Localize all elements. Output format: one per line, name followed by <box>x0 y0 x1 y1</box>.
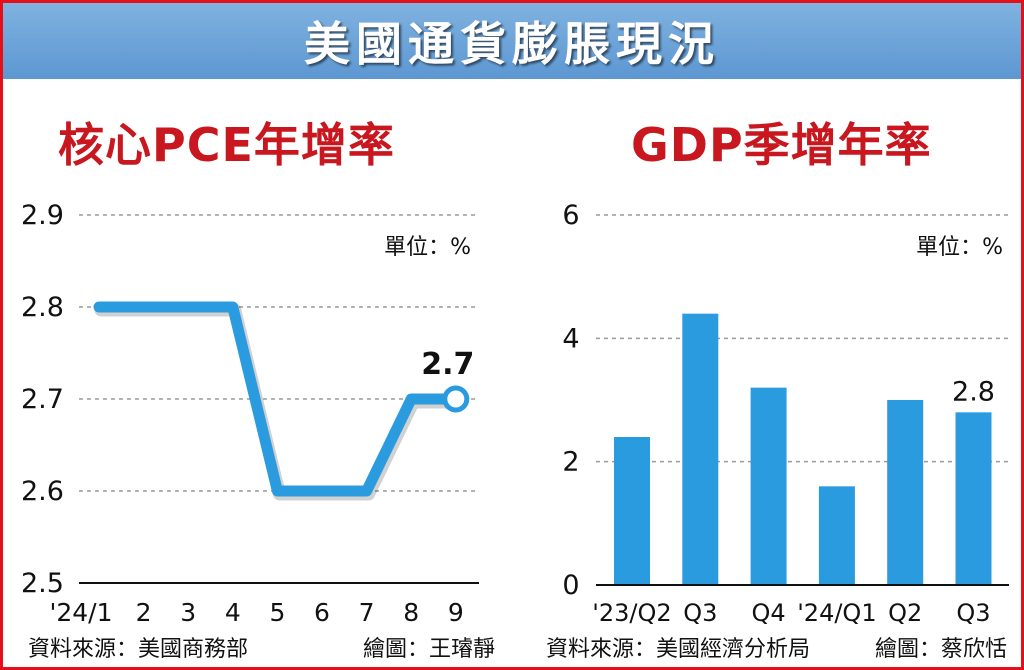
pce-ytick-label: 2.7 <box>21 384 64 415</box>
pce-xtick-label: 5 <box>269 598 285 627</box>
pce-xtick-label: 4 <box>225 598 241 627</box>
pce-unit-label: 單位：% <box>384 235 471 260</box>
gdp-bar <box>682 313 719 585</box>
pce-credit-note: 繪圖：王璿靜 <box>363 637 496 662</box>
gdp-last-value-label: 2.8 <box>952 376 995 407</box>
gdp-xtick-label: Q3 <box>956 599 990 627</box>
pce-xtick-label: 2 <box>136 598 152 627</box>
pce-ytick-label: 2.9 <box>21 200 64 231</box>
gdp-xtick-label: '23/Q2 <box>592 599 671 627</box>
banner: 美國通貨膨脹現況 <box>3 3 1021 79</box>
pce-ytick-label: 2.6 <box>21 476 64 507</box>
gdp-bar <box>887 400 924 585</box>
gdp-bar <box>750 387 787 585</box>
gdp-xtick-label: '24/Q1 <box>797 599 876 627</box>
pce-last-point-marker <box>442 385 470 413</box>
gdp-ytick-label: 2 <box>562 447 579 478</box>
gdp-ytick-label: 0 <box>562 570 579 601</box>
gdp-chart-title: GDP季增年率 <box>631 118 932 172</box>
pce-ytick-label: 2.8 <box>21 292 64 323</box>
pce-last-value-label: 2.7 <box>421 347 474 382</box>
banner-title: 美國通貨膨脹現況 <box>304 17 720 71</box>
gdp-xtick-label: Q2 <box>888 599 922 627</box>
pce-xtick-label: 8 <box>403 598 419 627</box>
pce-xtick-label: 9 <box>448 598 464 627</box>
pce-line-chart: 2.5 2.6 2.7 2.8 2.9 單位：% '24/1 2 3 4 5 6 7 8 9 2.7 <box>21 200 479 627</box>
gdp-source-note: 資料來源：美國經濟分析局 <box>546 637 811 662</box>
gdp-bar <box>955 412 992 585</box>
gdp-xtick-label: Q4 <box>752 599 786 627</box>
gdp-bar <box>614 437 650 585</box>
pce-xtick-label: '24/1 <box>49 598 112 627</box>
gdp-unit-label: 單位：% <box>916 235 1003 260</box>
pce-xtick-label: 6 <box>314 598 330 627</box>
gdp-ytick-label: 6 <box>562 200 579 231</box>
gdp-ytick-label: 4 <box>562 323 579 354</box>
gdp-bar-chart: 0 2 4 6 單位：% '23/Q2 Q3 Q4 '24/Q1 Q2 Q3 2.8 <box>562 200 1009 627</box>
pce-series-line <box>93 301 462 497</box>
pce-source-note: 資料來源：美國商務部 <box>28 637 249 662</box>
gdp-credit-note: 繪圖：蔡欣恬 <box>875 637 1008 662</box>
gdp-xtick-label: Q3 <box>683 599 717 627</box>
pce-xtick-label: 3 <box>180 598 196 627</box>
pce-ytick-label: 2.5 <box>21 568 64 599</box>
pce-chart-title: 核心PCE年增率 <box>58 118 395 172</box>
pce-xtick-label: 7 <box>359 598 375 627</box>
gdp-bar <box>818 486 855 585</box>
